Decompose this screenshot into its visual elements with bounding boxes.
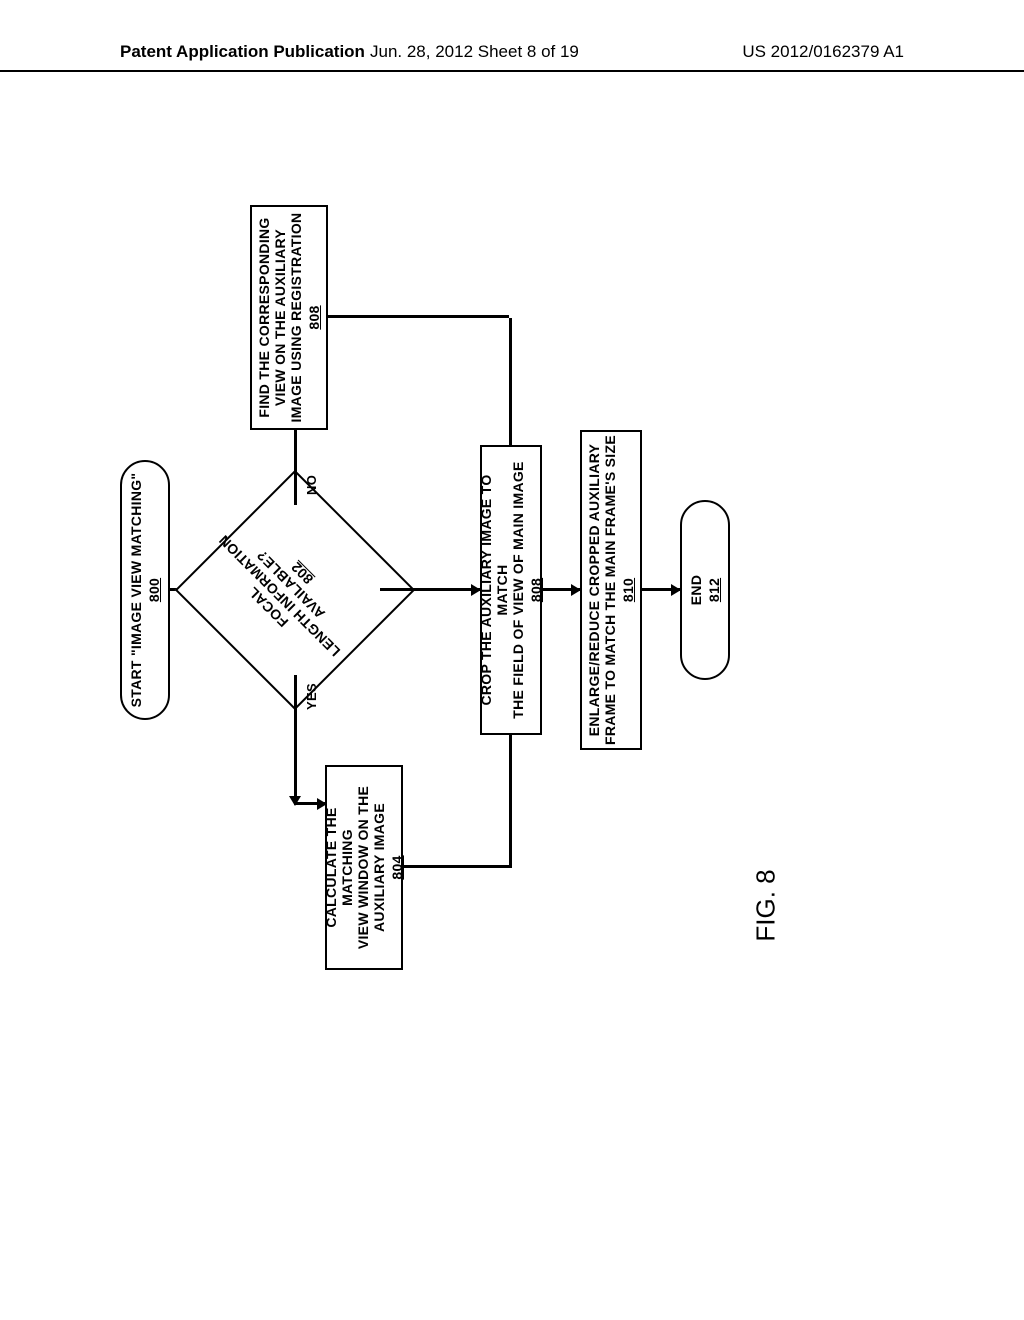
start-ref: 800 — [146, 578, 162, 602]
end-label: END — [688, 575, 704, 605]
header: Patent Application Publication Jun. 28, … — [0, 42, 1024, 72]
label-no: NO — [304, 475, 319, 495]
connector-right-down — [328, 316, 509, 319]
crop-label: CROP THE AUXILIARY IMAGE TO MATCH THE FI… — [478, 447, 526, 733]
left-box-label: CALCULATE THE MATCHING VIEW WINDOW ON TH… — [323, 767, 387, 968]
header-center: Jun. 28, 2012 Sheet 8 of 19 — [370, 42, 579, 62]
flowchart-wrapper: START "IMAGE VIEW MATCHING" 800 FOCAL LE… — [120, 210, 920, 990]
arrow-decision-crop — [380, 589, 480, 592]
end-node: END 812 — [680, 500, 730, 680]
connector-left-merge-h — [509, 730, 512, 868]
arrow-to-left-box — [316, 803, 326, 806]
right-box-label: FIND THE CORRESPONDING VIEW ON THE AUXIL… — [256, 213, 304, 423]
enlarge-label: ENLARGE/REDUCE CROPPED AUXILIARY FRAME T… — [586, 435, 618, 745]
header-left: Patent Application Publication — [120, 42, 365, 62]
decision-node: FOCAL LENGTH INFORMATION AVAILABLE? 802 — [210, 505, 380, 675]
label-yes: YES — [304, 683, 319, 710]
arrow-yes — [294, 675, 297, 805]
figure-label: FIG. 8 — [751, 869, 782, 941]
arrow-crop-enlarge — [542, 589, 580, 592]
enlarge-node: ENLARGE/REDUCE CROPPED AUXILIARY FRAME T… — [580, 430, 642, 750]
header-right: US 2012/0162379 A1 — [742, 42, 904, 62]
connector-left-down — [403, 866, 509, 869]
connector-right-merge-h — [509, 318, 512, 458]
right-box-ref: 808 — [306, 305, 322, 329]
page-body: START "IMAGE VIEW MATCHING" 800 FOCAL LE… — [0, 140, 1024, 1140]
left-box-node: CALCULATE THE MATCHING VIEW WINDOW ON TH… — [325, 765, 403, 970]
right-box-node: FIND THE CORRESPONDING VIEW ON THE AUXIL… — [250, 205, 328, 430]
flowchart: START "IMAGE VIEW MATCHING" 800 FOCAL LE… — [120, 190, 900, 990]
end-ref: 812 — [706, 578, 722, 602]
arrow-enlarge-end — [642, 589, 680, 592]
start-node: START "IMAGE VIEW MATCHING" 800 — [120, 460, 170, 720]
start-label: START "IMAGE VIEW MATCHING" — [128, 473, 144, 708]
crop-node: CROP THE AUXILIARY IMAGE TO MATCH THE FI… — [480, 445, 542, 735]
enlarge-ref: 810 — [620, 578, 636, 602]
